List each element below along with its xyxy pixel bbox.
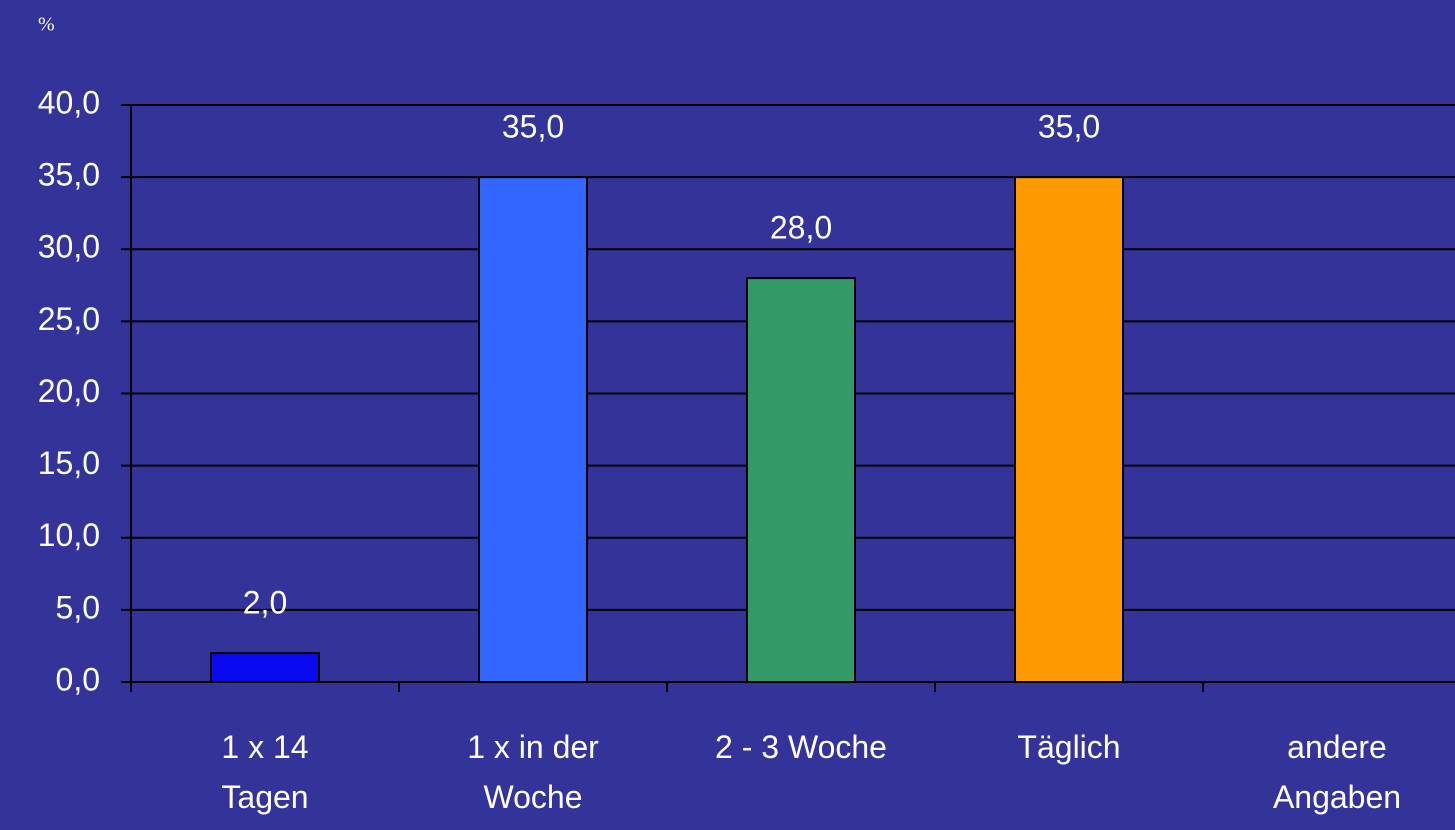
data-label: 35,0 bbox=[502, 109, 564, 145]
data-label: 35,0 bbox=[1038, 109, 1100, 145]
bar bbox=[746, 277, 856, 683]
x-tick-label: 1 x 14 Tagen bbox=[221, 729, 309, 815]
x-tick-label: Täglich bbox=[1017, 729, 1121, 765]
y-tick-label: 0,0 bbox=[56, 661, 100, 697]
x-tick-label: 1 x in der Woche bbox=[467, 729, 599, 815]
y-tick-label: 20,0 bbox=[38, 373, 100, 409]
data-label: 28,0 bbox=[770, 210, 832, 246]
y-tick-label: 25,0 bbox=[38, 301, 100, 337]
data-label: 2,0 bbox=[243, 585, 287, 621]
y-axis-label: % bbox=[38, 14, 55, 36]
y-tick-label: 35,0 bbox=[38, 157, 100, 193]
y-tick-label: 5,0 bbox=[56, 589, 100, 625]
bar bbox=[210, 652, 320, 684]
x-tick-label: 2 - 3 Woche bbox=[715, 729, 887, 765]
y-tick-label: 40,0 bbox=[38, 84, 100, 120]
y-tick-label: 30,0 bbox=[38, 229, 100, 265]
y-tick-label: 15,0 bbox=[38, 445, 100, 481]
bar bbox=[478, 176, 588, 683]
y-tick-label: 10,0 bbox=[38, 517, 100, 553]
x-tick-label: andere Angaben bbox=[1272, 729, 1402, 815]
bar bbox=[1014, 176, 1124, 683]
